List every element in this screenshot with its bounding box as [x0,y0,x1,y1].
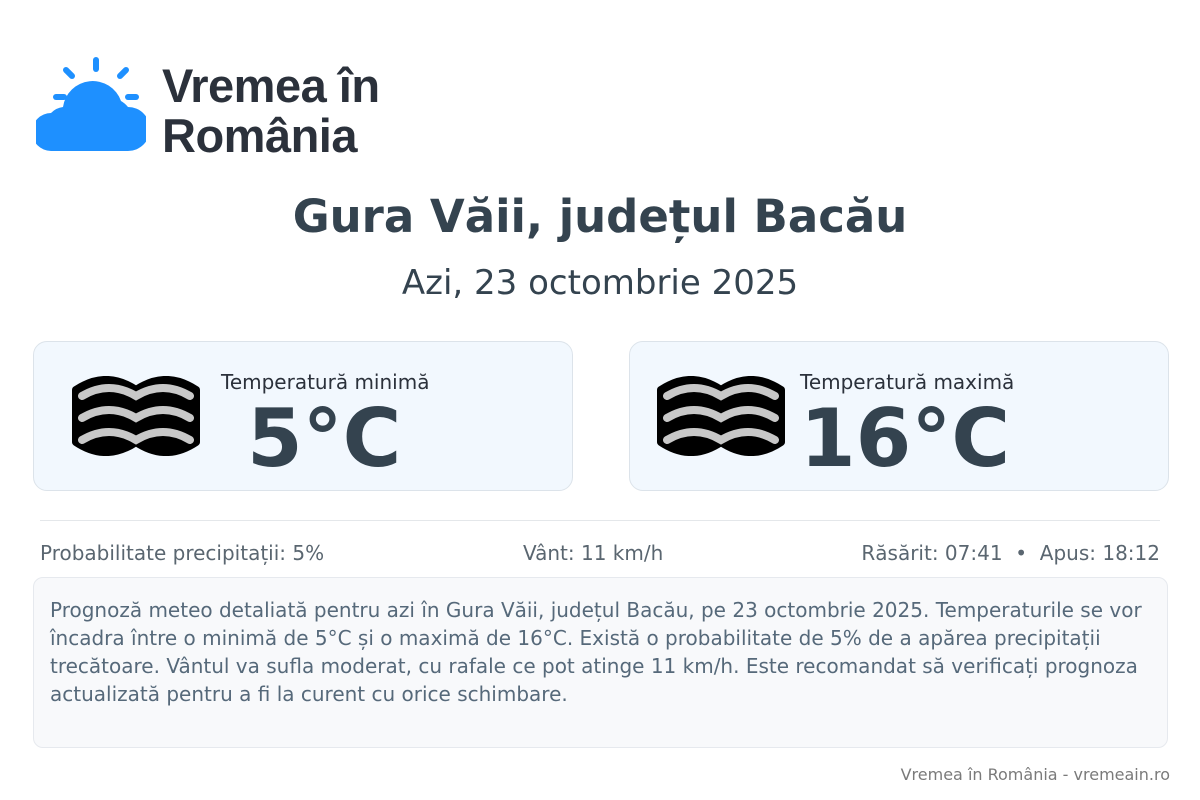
wind-speed: Vânt: 11 km/h [523,541,664,565]
forecast-description: Prognoză meteo detaliată pentru azi în G… [33,577,1168,748]
precipitation-probability: Probabilitate precipitații: 5% [40,541,325,565]
fog-icon [657,376,785,456]
fog-icon [72,376,200,456]
page-title: Gura Văii, județul Bacău [292,190,908,243]
partly-cloudy-icon [36,57,146,151]
divider [40,520,1160,521]
sunrise-sunset: Răsărit: 07:41 • Apus: 18:12 [861,541,1160,565]
forecast-date: Azi, 23 octombrie 2025 [401,263,799,303]
max-temp-value: 16°C [800,392,1011,485]
max-temp-label: Temperatură maximă [800,370,1015,394]
footer-credit[interactable]: Vremea în România - vremeain.ro [900,765,1170,784]
brand-name-line2: România [162,109,357,162]
brand-name-line1: Vremea în [162,59,380,112]
min-temp-value: 5°C [247,392,402,485]
min-temp-label: Temperatură minimă [221,370,430,394]
min-temp-card: Temperatură minimă 5°C [33,341,573,491]
max-temp-card: Temperatură maximă 16°C [629,341,1169,491]
brand-logo[interactable]: Vremea în România [36,55,380,161]
